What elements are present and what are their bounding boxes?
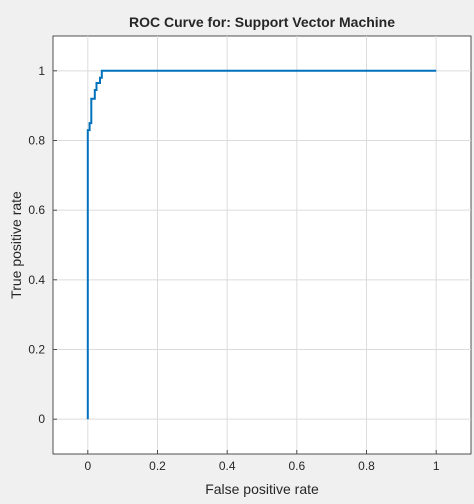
y-axis-ticks: 0 0.2 0.4 0.6 0.8 1 (28, 64, 57, 426)
y-tick-label: 0.4 (28, 273, 45, 287)
x-tick-label: 0.6 (288, 459, 305, 473)
x-axis-ticks: 0 0.2 0.4 0.6 0.8 1 (84, 450, 440, 473)
x-tick-label: 1 (433, 459, 440, 473)
series-group (86, 69, 437, 420)
x-tick-label: 0.2 (149, 459, 166, 473)
x-tick-label: 0.4 (219, 459, 236, 473)
y-tick-label: 1 (38, 64, 45, 78)
plot-area (52, 35, 472, 455)
x-tick-label: 0.8 (358, 459, 375, 473)
grid-lines (53, 36, 471, 454)
y-tick-label: 0.8 (28, 134, 45, 148)
x-axis-label: False positive rate (205, 481, 319, 497)
y-tick-label: 0.6 (28, 203, 45, 217)
chart-title: ROC Curve for: Support Vector Machine (129, 14, 395, 30)
x-tick-label: 0 (84, 459, 91, 473)
y-tick-label: 0 (38, 412, 45, 426)
roc-curve-line (86, 69, 437, 420)
y-axis-label: True positive rate (8, 191, 24, 299)
y-tick-label: 0.2 (28, 343, 45, 357)
